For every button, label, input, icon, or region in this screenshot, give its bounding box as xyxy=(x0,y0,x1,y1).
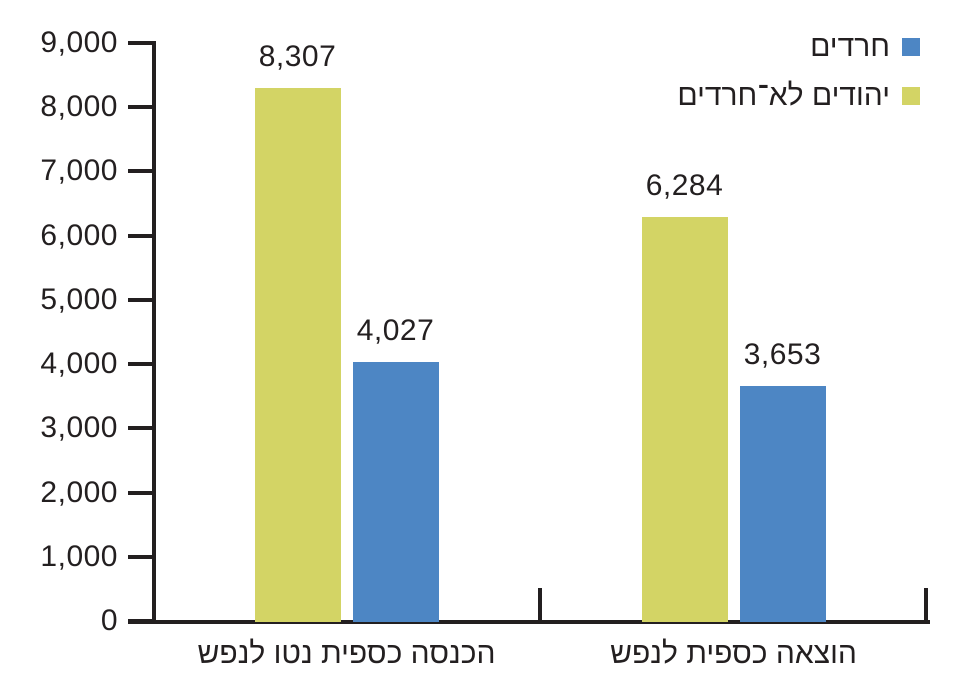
bar-haredim-cat2 xyxy=(739,386,826,622)
legend: חרדים יהודים לא־חרדים xyxy=(677,28,920,126)
legend-label-haredim: חרדים xyxy=(810,30,890,63)
y-axis-tick xyxy=(128,297,154,302)
y-axis-tick-label: 6,000 xyxy=(40,218,118,252)
y-axis-tick-label: 7,000 xyxy=(40,154,118,188)
y-axis-tick xyxy=(128,619,154,623)
bar-value-label: 3,653 xyxy=(743,338,822,372)
bar-non-haredi-jews-cat1 xyxy=(254,87,341,622)
x-axis-tick xyxy=(538,588,542,621)
y-axis-tick xyxy=(128,426,154,431)
y-axis-tick-label: 2,000 xyxy=(40,475,118,509)
legend-swatch-non-haredi-jews xyxy=(902,87,920,105)
y-axis-tick-label: 5,000 xyxy=(40,282,118,316)
legend-item-non-haredi-jews: יהודים לא־חרדים xyxy=(677,77,920,115)
legend-label-non-haredi-jews: יהודים לא־חרדים xyxy=(677,79,890,112)
y-axis-tick xyxy=(128,554,154,559)
y-axis-tick-label: 4,000 xyxy=(40,347,118,381)
y-axis-line xyxy=(152,41,156,622)
y-axis-tick xyxy=(128,233,154,238)
bar-haredim-cat1 xyxy=(352,362,439,622)
y-axis-tick-label: 9,000 xyxy=(40,26,118,59)
bar-non-haredi-jews-cat2 xyxy=(641,217,728,622)
legend-swatch-haredim xyxy=(902,38,920,56)
bar-value-label: 4,027 xyxy=(356,314,435,348)
y-axis-tick-label: 1,000 xyxy=(40,539,118,573)
legend-item-haredim: חרדים xyxy=(677,28,920,66)
y-axis-tick xyxy=(128,169,154,174)
y-axis-tick-label: 0 xyxy=(100,604,118,637)
x-axis-line xyxy=(128,620,930,624)
x-axis-category-label: הוצאה כספית לנפש xyxy=(610,637,857,670)
bar-value-label: 6,284 xyxy=(645,169,724,203)
y-axis-tick xyxy=(128,41,154,45)
x-axis-category-label: הכנסה כספית נטו לנפש xyxy=(197,637,496,670)
y-axis-tick xyxy=(128,362,154,367)
y-axis-tick-label: 8,000 xyxy=(40,90,118,124)
x-axis-tick xyxy=(924,588,928,621)
y-axis-tick xyxy=(128,105,154,110)
y-axis-tick xyxy=(128,490,154,495)
y-axis-tick-label: 3,000 xyxy=(40,411,118,445)
bar-value-label: 8,307 xyxy=(258,39,337,73)
